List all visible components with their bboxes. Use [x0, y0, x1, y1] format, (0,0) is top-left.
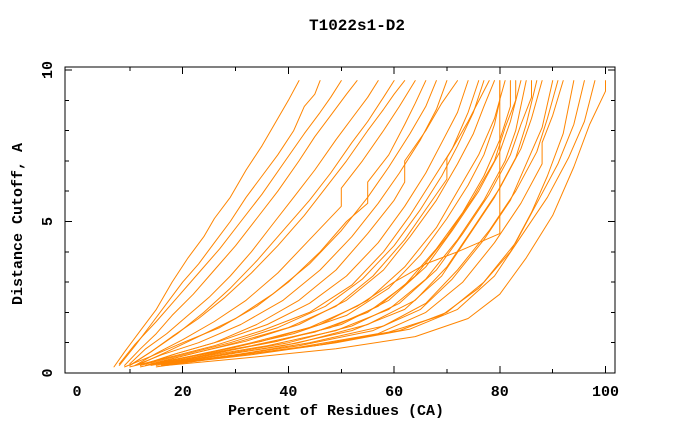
model-curve — [124, 80, 358, 366]
model-curve — [155, 80, 564, 368]
model-curve — [150, 80, 501, 365]
x-tick-label: 80 — [491, 384, 509, 401]
x-tick-label: 60 — [385, 384, 403, 401]
model-curve — [166, 80, 585, 365]
model-curve — [155, 80, 517, 365]
model-curve — [129, 80, 406, 366]
model-curve — [150, 80, 495, 365]
x-axis-label: Percent of Residues (CA) — [228, 403, 444, 420]
y-tick-label: 10 — [40, 61, 57, 79]
model-curve — [161, 80, 522, 365]
model-curve — [145, 80, 469, 365]
model-curve — [166, 80, 543, 365]
model-curve — [118, 80, 321, 366]
model-curve — [124, 80, 427, 368]
model-curve — [139, 80, 501, 368]
model-curve — [139, 80, 485, 366]
model-curve — [129, 80, 379, 365]
x-tick-label: 20 — [174, 384, 192, 401]
model-curve — [155, 80, 506, 365]
model-curves-group — [113, 80, 606, 368]
y-tick-label: 5 — [40, 217, 57, 226]
x-tick-label: 40 — [279, 384, 297, 401]
model-curve — [113, 80, 300, 368]
y-tick-label: 0 — [40, 368, 57, 377]
model-curve — [145, 80, 511, 366]
model-curve — [161, 80, 554, 366]
model-curve — [129, 80, 395, 366]
y-axis-label: Distance Cutoff, A — [10, 143, 27, 305]
model-curve — [134, 80, 448, 366]
model-curve — [166, 80, 606, 366]
model-curve — [139, 80, 437, 365]
model-curve — [161, 80, 532, 365]
tick-labels-group: 0 20 40 60 80 100 0 5 10 — [40, 61, 619, 401]
model-curve — [155, 80, 538, 366]
model-curve — [118, 80, 342, 365]
axis-ticks-group — [65, 67, 615, 373]
model-curve — [145, 80, 490, 366]
model-curve — [161, 80, 575, 366]
x-tick-label: 0 — [72, 384, 81, 401]
plot-frame — [64, 66, 616, 374]
model-curve — [166, 80, 559, 365]
model-curve — [134, 80, 416, 366]
model-curve — [171, 80, 596, 365]
x-tick-label: 100 — [592, 384, 619, 401]
chart-title: T1022s1-D2 — [309, 17, 405, 35]
model-curve — [129, 80, 480, 368]
